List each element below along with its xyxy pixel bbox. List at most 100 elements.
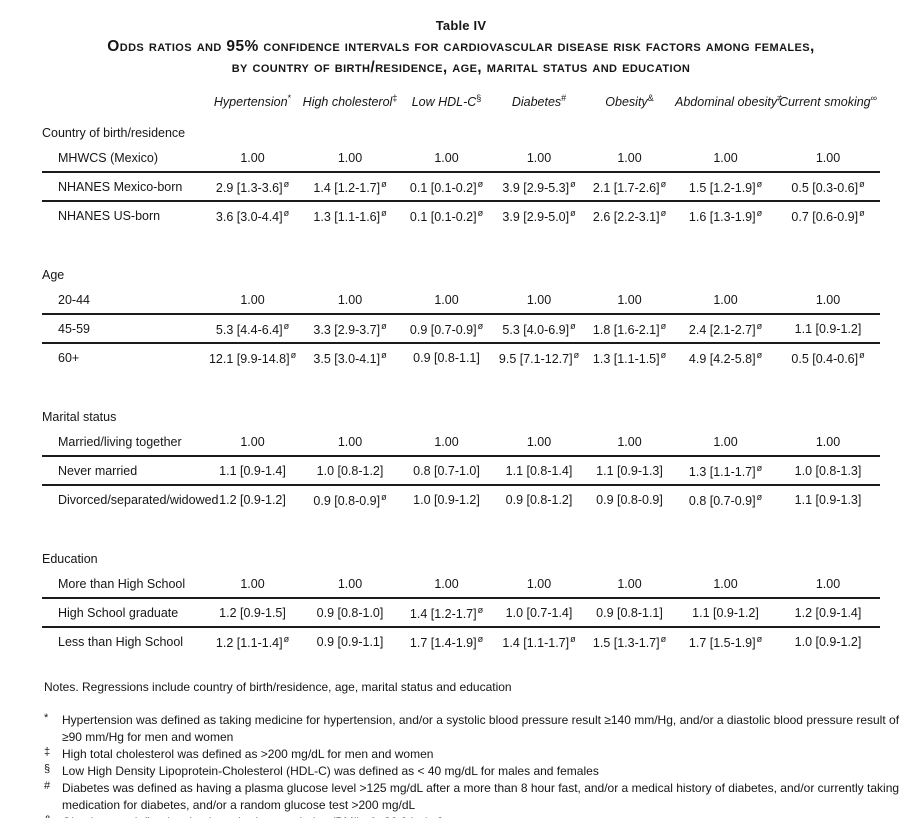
odds-ratio-cell: 0.9 [0.8-1.1] bbox=[584, 597, 675, 628]
odds-ratio-cell: 1.1 [0.9-1.2] bbox=[675, 597, 776, 628]
odds-ratio-cell: 1.1 [0.9-1.4] bbox=[204, 455, 301, 486]
table-row-more-than-high-school: More than High School 1.00 1.00 1.00 1.00 1.0… bbox=[42, 570, 880, 598]
odds-ratio-cell: 1.2 [0.9-1.2] bbox=[204, 484, 301, 514]
table-header-row: Hypertension* High cholesterol‡ Low HDL-C§… bbox=[42, 93, 880, 119]
odds-ratio-cell: 1.2 [0.9-1.4] bbox=[776, 597, 880, 628]
significance-marker: ø bbox=[756, 320, 763, 331]
footnote-marker: # bbox=[44, 780, 51, 793]
group-row-country-of-birth-residence: Country of birth/residence bbox=[42, 119, 880, 144]
significance-marker: ø bbox=[570, 207, 576, 218]
odds-ratio-cell: 1.4 [1.2-1.7]ø bbox=[301, 171, 399, 202]
significance-marker: ø bbox=[381, 349, 387, 360]
odds-ratio-cell: 5.3 [4.4-6.4]ø bbox=[204, 313, 301, 344]
odds-ratio-cell: 1.3 [1.1-1.6]ø bbox=[301, 200, 399, 230]
odds-ratio-cell: 1.0 [0.8-1.2] bbox=[301, 455, 399, 486]
odds-ratio-cell: 1.00 bbox=[240, 434, 265, 449]
odds-ratio-cell: 4.9 [4.2-5.8]ø bbox=[675, 342, 776, 372]
significance-marker: ø bbox=[756, 633, 763, 644]
odds-ratio-cell: 0.9 [0.8-1.1] bbox=[399, 342, 494, 372]
odds-ratio-cell: 1.00 bbox=[434, 434, 459, 449]
odds-ratio-cell: 3.3 [2.9-3.7]ø bbox=[301, 313, 399, 344]
group-label: Age bbox=[42, 268, 65, 283]
odds-ratio-cell: 0.8 [0.7-0.9]ø bbox=[675, 484, 776, 514]
table-row-20-44: 20-44 1.00 1.00 1.00 1.00 1.00 1.00 1.00 bbox=[42, 286, 880, 314]
table-row-married-living-together: Married/living together 1.00 1.00 1.00 1.00 1… bbox=[42, 428, 880, 456]
footnote-marker: § bbox=[476, 93, 482, 103]
column-header-obesity: Obesity& bbox=[605, 93, 654, 110]
odds-ratios-table: Hypertension* High cholesterol‡ Low HDL-C§… bbox=[42, 93, 880, 656]
odds-ratio-cell: 1.00 bbox=[526, 150, 552, 165]
significance-marker: ø bbox=[283, 178, 290, 189]
odds-ratio-cell: 1.6 [1.3-1.9]ø bbox=[675, 200, 776, 230]
table-title-line1: Odds ratios and 95% confidence intervals… bbox=[107, 38, 815, 55]
odds-ratio-cell: 1.5 [1.3-1.7]ø bbox=[584, 626, 675, 656]
significance-marker: ø bbox=[660, 633, 667, 644]
significance-marker: ø bbox=[660, 320, 667, 331]
column-header-current-smoking: Current smoking∞ bbox=[778, 93, 878, 110]
significance-marker: ø bbox=[756, 491, 763, 502]
table-row-mhwcs-mexico: MHWCS (Mexico) 1.00 1.00 1.00 1.00 1.00 1.00 1.… bbox=[42, 144, 880, 172]
odds-ratio-cell: 1.0 [0.7-1.4] bbox=[494, 597, 584, 628]
odds-ratio-cell: 0.9 [0.9-1.1] bbox=[301, 626, 399, 656]
odds-ratio-cell: 0.8 [0.7-1.0] bbox=[399, 455, 494, 486]
section-spacer bbox=[42, 371, 880, 403]
odds-ratio-cell: 0.7 [0.6-0.9]ø bbox=[776, 200, 880, 230]
footnote-marker: ∞ bbox=[870, 93, 878, 103]
odds-ratio-cell: 1.00 bbox=[240, 292, 265, 307]
odds-ratio-cell: 1.1 [0.9-1.3] bbox=[776, 484, 880, 514]
row-label: 20-44 bbox=[58, 292, 90, 307]
odds-ratio-cell: 0.1 [0.1-0.2]ø bbox=[399, 200, 494, 230]
column-header-diabetes: Diabetes# bbox=[511, 93, 567, 110]
significance-marker: ø bbox=[477, 178, 484, 189]
footnote-marker: * bbox=[44, 712, 49, 725]
footnote-item: ‡ High total cholesterol was defined as >… bbox=[44, 746, 434, 762]
odds-ratio-cell: 0.9 [0.8-1.2] bbox=[494, 484, 584, 514]
significance-marker: ø bbox=[570, 178, 576, 189]
significance-marker: ø bbox=[570, 633, 576, 644]
row-label: 60+ bbox=[42, 342, 204, 372]
row-label: Never married bbox=[42, 455, 204, 486]
table-title-line2: by country of birth/residence, age, mari… bbox=[231, 59, 691, 76]
significance-marker: ø bbox=[381, 207, 387, 218]
odds-ratio-cell: 0.9 [0.7-0.9]ø bbox=[399, 313, 494, 344]
odds-ratio-cell: 1.0 [0.8-1.3] bbox=[776, 455, 880, 486]
odds-ratio-cell: 12.1 [9.9-14.8]ø bbox=[204, 342, 301, 372]
section-spacer bbox=[42, 513, 880, 545]
odds-ratio-cell: 1.3 [1.1-1.7]ø bbox=[675, 455, 776, 486]
significance-marker: ø bbox=[477, 633, 484, 644]
odds-ratio-cell: 0.9 [0.8-1.0] bbox=[301, 597, 399, 628]
significance-marker: ø bbox=[660, 207, 667, 218]
footnote-list: * Hypertension was defined as taking medi… bbox=[44, 712, 904, 818]
odds-ratio-cell: 0.9 [0.8-0.9] bbox=[584, 484, 675, 514]
group-row-age: Age bbox=[42, 261, 880, 286]
odds-ratio-cell: 1.7 [1.4-1.9]ø bbox=[399, 626, 494, 656]
odds-ratio-cell: 1.2 [1.1-1.4]ø bbox=[204, 626, 301, 656]
odds-ratio-cell: 2.4 [2.1-2.7]ø bbox=[675, 313, 776, 344]
notes-section: Notes. Regressions include country of bi… bbox=[44, 679, 904, 818]
row-label: Divorced/separated/widowed bbox=[42, 484, 219, 514]
odds-ratio-cell: 1.00 bbox=[434, 150, 459, 165]
odds-ratio-cell: 2.1 [1.7-2.6]ø bbox=[584, 171, 675, 202]
footnote-marker: & bbox=[44, 812, 51, 818]
column-header-low-hdl-c: Low HDL-C§ bbox=[411, 93, 482, 110]
odds-ratio-cell: 1.00 bbox=[526, 576, 552, 591]
odds-ratio-cell: 3.5 [3.0-4.1]ø bbox=[301, 342, 399, 372]
odds-ratio-cell: 2.9 [1.3-3.6]ø bbox=[204, 171, 301, 202]
odds-ratio-cell: 1.1 [0.8-1.4] bbox=[494, 455, 584, 486]
significance-marker: ø bbox=[290, 349, 297, 360]
significance-marker: ø bbox=[381, 491, 387, 502]
group-label: Country of birth/residence bbox=[42, 126, 186, 141]
table-number: Table IV bbox=[435, 18, 487, 33]
odds-ratio-cell: 1.00 bbox=[815, 292, 841, 307]
odds-ratio-cell: 1.00 bbox=[713, 292, 738, 307]
significance-marker: ø bbox=[756, 462, 763, 473]
odds-ratio-cell: 1.00 bbox=[434, 292, 459, 307]
footnote-item: * Hypertension was defined as taking medi… bbox=[44, 712, 900, 745]
odds-ratio-cell: 1.3 [1.1-1.5]ø bbox=[584, 342, 675, 372]
significance-marker: ø bbox=[283, 633, 290, 644]
row-label: High School graduate bbox=[42, 597, 204, 628]
odds-ratio-cell: 1.00 bbox=[337, 434, 363, 449]
footnote-item: § Low High Density Lipoprotein-Cholestero… bbox=[44, 763, 599, 779]
significance-marker: ø bbox=[570, 320, 576, 331]
footnote-marker: * bbox=[287, 93, 292, 103]
